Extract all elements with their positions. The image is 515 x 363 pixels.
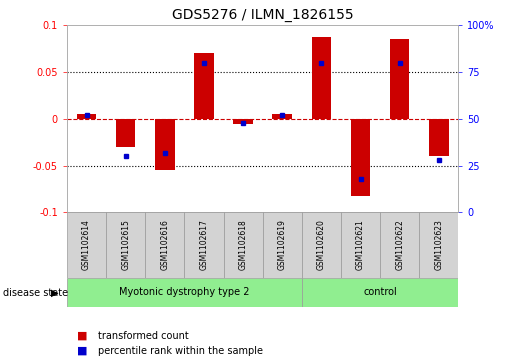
Bar [116, 119, 135, 147]
FancyBboxPatch shape [419, 212, 458, 278]
FancyBboxPatch shape [302, 212, 341, 278]
Bar [272, 114, 292, 119]
Text: GSM1102616: GSM1102616 [160, 220, 169, 270]
Bar [351, 119, 370, 196]
Text: GSM1102614: GSM1102614 [82, 220, 91, 270]
Bar [312, 37, 331, 119]
FancyBboxPatch shape [341, 212, 380, 278]
Text: transformed count: transformed count [98, 331, 188, 341]
Text: GSM1102617: GSM1102617 [199, 220, 209, 270]
FancyBboxPatch shape [224, 212, 263, 278]
Text: GSM1102619: GSM1102619 [278, 220, 287, 270]
Text: disease state: disease state [3, 287, 67, 298]
Text: Myotonic dystrophy type 2: Myotonic dystrophy type 2 [119, 287, 250, 297]
Bar [194, 53, 214, 119]
FancyBboxPatch shape [67, 278, 302, 307]
Text: GSM1102623: GSM1102623 [434, 220, 443, 270]
Text: GSM1102622: GSM1102622 [395, 220, 404, 270]
Text: GSM1102620: GSM1102620 [317, 220, 326, 270]
Text: control: control [363, 287, 397, 297]
FancyBboxPatch shape [302, 278, 458, 307]
Text: GSM1102615: GSM1102615 [121, 220, 130, 270]
Text: percentile rank within the sample: percentile rank within the sample [98, 346, 263, 356]
Bar [429, 119, 449, 156]
FancyBboxPatch shape [263, 212, 302, 278]
Bar [390, 40, 409, 119]
Bar [233, 119, 253, 123]
Text: ■: ■ [77, 331, 88, 341]
Text: GSM1102621: GSM1102621 [356, 220, 365, 270]
Text: ■: ■ [77, 346, 88, 356]
Text: ▶: ▶ [50, 287, 58, 298]
FancyBboxPatch shape [145, 212, 184, 278]
FancyBboxPatch shape [380, 212, 419, 278]
Bar [77, 114, 96, 119]
Text: GSM1102618: GSM1102618 [238, 220, 248, 270]
FancyBboxPatch shape [184, 212, 224, 278]
Bar [155, 119, 175, 170]
FancyBboxPatch shape [67, 212, 106, 278]
FancyBboxPatch shape [106, 212, 145, 278]
Title: GDS5276 / ILMN_1826155: GDS5276 / ILMN_1826155 [172, 8, 353, 22]
